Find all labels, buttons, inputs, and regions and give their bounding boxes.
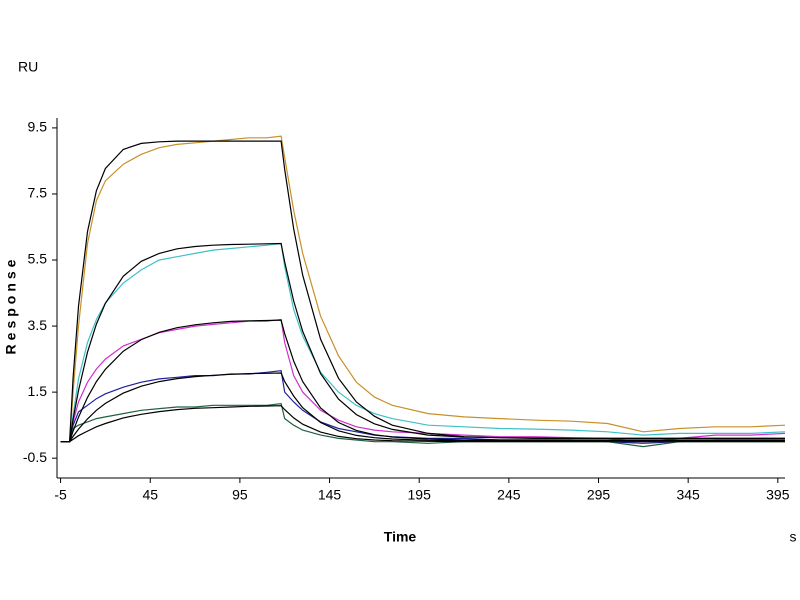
x-tick-label: 245 <box>497 487 521 503</box>
x-tick-label: 295 <box>587 487 611 503</box>
y-tick-label: 5.5 <box>28 251 48 267</box>
x-tick-label: 145 <box>318 487 342 503</box>
y-unit: RU <box>18 59 38 75</box>
series-line <box>60 135 786 443</box>
x-tick-label: 345 <box>676 487 700 503</box>
y-tick-label: 1.5 <box>28 383 48 399</box>
y-tick-label: 9.5 <box>28 119 48 135</box>
x-tick-label: 395 <box>766 487 790 503</box>
y-tick-label: 7.5 <box>28 185 48 201</box>
series-line <box>60 319 785 443</box>
x-tick-label: 45 <box>142 487 158 503</box>
y-tick-label: -0.5 <box>23 449 47 465</box>
x-axis-label: Time <box>384 529 417 545</box>
x-tick-label: -5 <box>54 487 67 503</box>
y-tick-label: 3.5 <box>28 317 48 333</box>
x-tick-label: 195 <box>408 487 432 503</box>
series-line <box>60 242 785 443</box>
series-line <box>60 318 786 443</box>
y-axis-label: Response <box>3 256 19 355</box>
series-line <box>60 372 785 443</box>
series-line <box>60 405 785 443</box>
x-tick-label: 95 <box>232 487 248 503</box>
x-unit: s <box>790 529 797 545</box>
series-line <box>60 140 785 443</box>
